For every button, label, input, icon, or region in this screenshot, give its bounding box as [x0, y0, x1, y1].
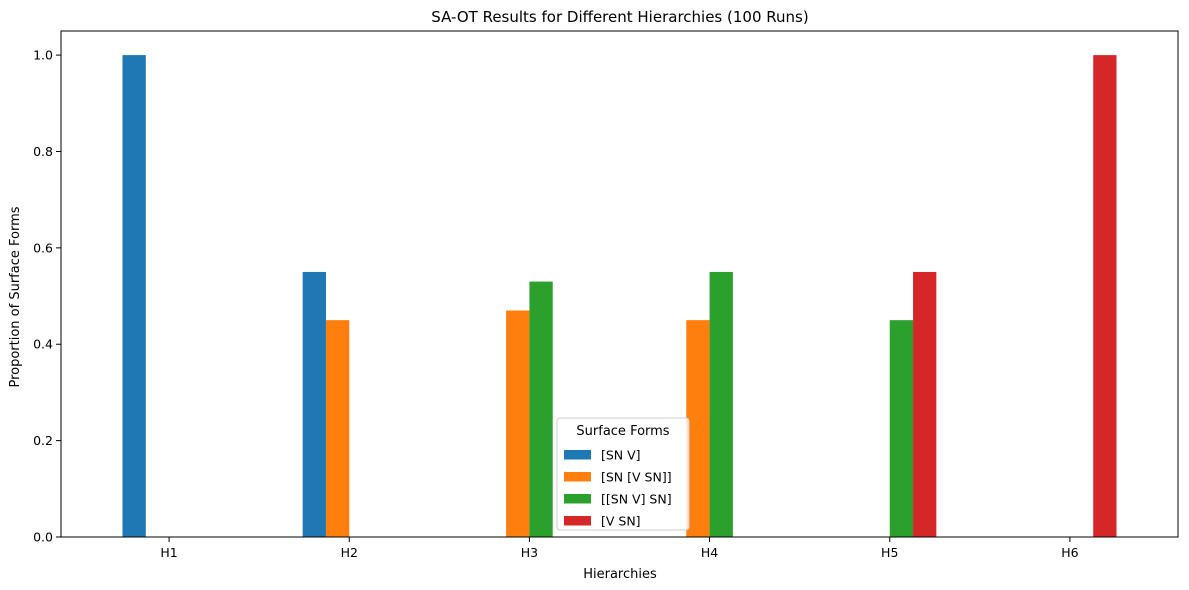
- bar-2-h2: [325, 320, 350, 537]
- bar-1-h2: [302, 271, 326, 537]
- legend-title: Surface Forms: [576, 424, 669, 439]
- x-axis: H1 H2 H3 H4 H5 H6: [160, 537, 1079, 560]
- x-axis-label: Hierarchies: [583, 567, 657, 582]
- legend-entry-label: [SN V]: [601, 448, 641, 463]
- legend-swatch: [564, 516, 591, 526]
- legend-swatch: [564, 494, 591, 504]
- bar-4-h5: [913, 271, 937, 537]
- legend: Surface Forms [SN V] [SN [V SN]] [[SN V] S…: [556, 417, 690, 531]
- bar-2-h3: [506, 310, 530, 537]
- bar-2-h4: [686, 320, 710, 537]
- y-tick-label: 0.2: [33, 433, 53, 448]
- y-tick-label: 0.6: [33, 240, 53, 255]
- bar-3-h5: [889, 320, 914, 537]
- chart-title: SA-OT Results for Different Hierarchies …: [431, 8, 808, 26]
- legend-entry-label: [SN [V SN]]: [601, 470, 672, 485]
- x-tick-label: H1: [160, 545, 177, 560]
- y-tick-label: 0.0: [33, 530, 53, 545]
- legend-entry-label: [[SN V] SN]: [601, 492, 672, 507]
- bars-group: [122, 55, 1117, 537]
- legend-swatch: [564, 472, 591, 482]
- y-tick-label: 0.4: [33, 337, 53, 352]
- y-axis-label: Proportion of Surface Forms: [8, 206, 23, 387]
- x-tick-label: H3: [521, 545, 538, 560]
- y-tick-label: 1.0: [33, 48, 53, 63]
- x-tick-label: H6: [1061, 545, 1078, 560]
- legend-items: [SN V] [SN [V SN]] [[SN V] SN] [V SN]: [564, 448, 672, 529]
- bar-3-h3: [529, 281, 553, 537]
- bar-3-h4: [709, 271, 733, 537]
- y-tick-label: 0.8: [33, 144, 53, 159]
- legend-entry-label: [V SN]: [601, 514, 641, 529]
- y-axis: 0.0 0.2 0.4 0.6 0.8 1.0: [33, 48, 61, 545]
- x-tick-label: H5: [881, 545, 898, 560]
- x-tick-label: H2: [341, 545, 358, 560]
- bar-1-h1: [122, 55, 146, 537]
- legend-swatch: [564, 450, 591, 460]
- bar-4-h6: [1093, 55, 1117, 537]
- plot-frame: [60, 30, 1179, 538]
- x-tick-label: H4: [701, 545, 718, 560]
